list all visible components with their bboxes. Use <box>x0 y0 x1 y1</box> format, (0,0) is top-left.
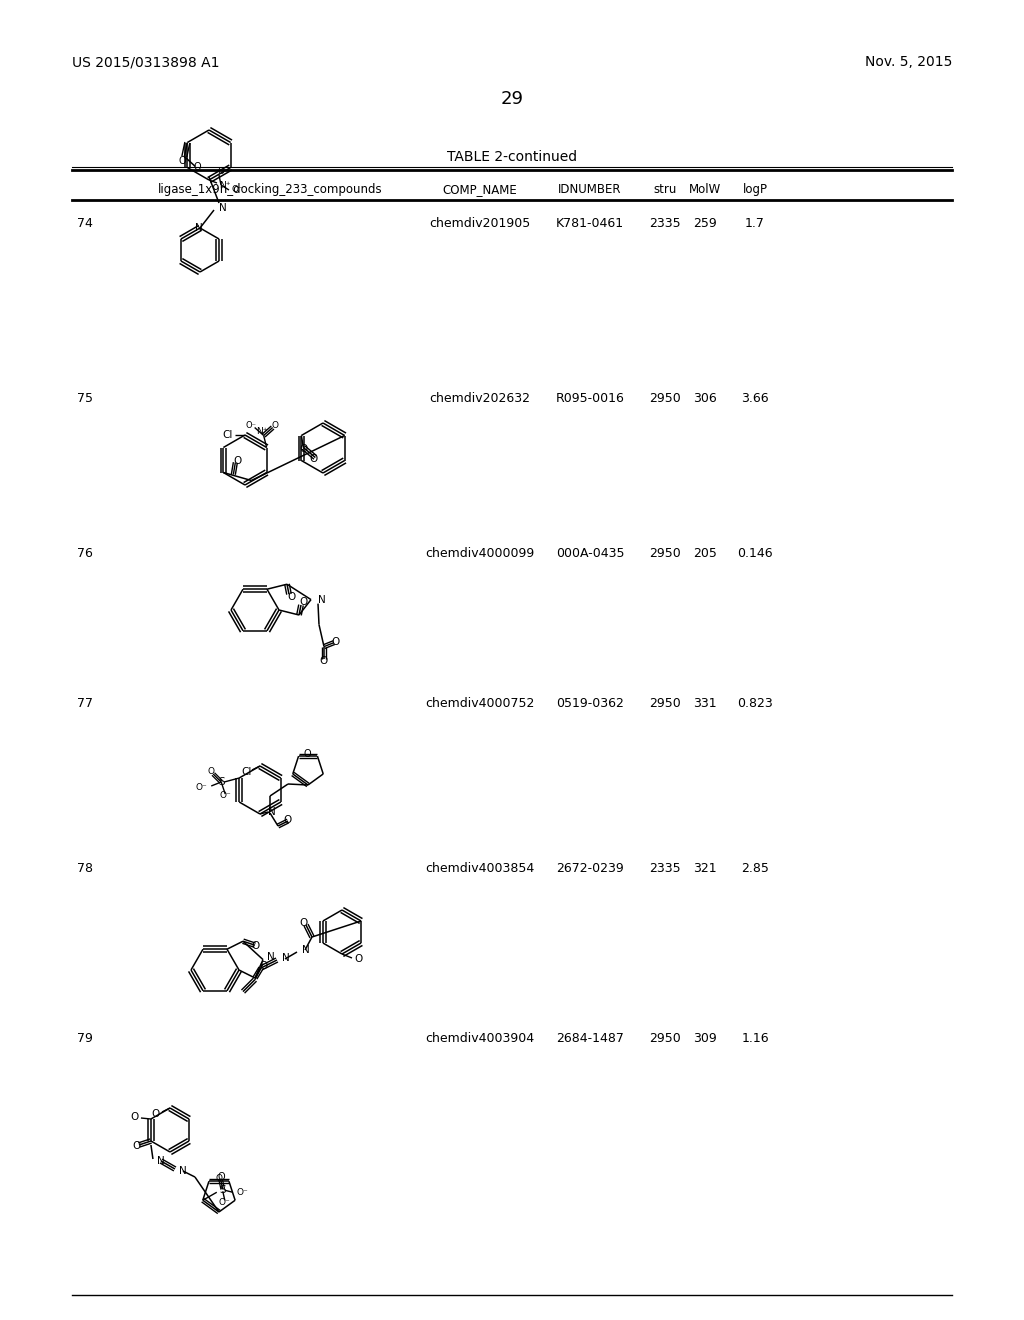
Text: 2335: 2335 <box>649 216 681 230</box>
Text: O⁻: O⁻ <box>196 784 207 792</box>
Text: 74: 74 <box>77 216 93 230</box>
Text: R095-0016: R095-0016 <box>556 392 625 405</box>
Text: 306: 306 <box>693 392 717 405</box>
Text: O⁻: O⁻ <box>219 1197 230 1206</box>
Text: N: N <box>302 945 309 954</box>
Text: 321: 321 <box>693 862 717 875</box>
Text: 29: 29 <box>501 90 523 108</box>
Text: chemdiv4003854: chemdiv4003854 <box>425 862 535 875</box>
Text: O: O <box>152 1109 160 1119</box>
Text: Cl: Cl <box>222 430 233 440</box>
Text: O: O <box>299 445 307 454</box>
Text: 2950: 2950 <box>649 1032 681 1045</box>
Text: O: O <box>319 656 328 665</box>
Text: 000A-0435: 000A-0435 <box>556 546 625 560</box>
Text: 79: 79 <box>77 1032 93 1045</box>
Text: O: O <box>178 156 186 165</box>
Text: Nov. 5, 2015: Nov. 5, 2015 <box>864 55 952 69</box>
Text: MolW: MolW <box>689 183 721 195</box>
Text: US 2015/0313898 A1: US 2015/0313898 A1 <box>72 55 219 69</box>
Text: K781-0461: K781-0461 <box>556 216 624 230</box>
Text: COMP_NAME: COMP_NAME <box>442 183 517 195</box>
Text: O: O <box>233 455 242 466</box>
Text: 309: 309 <box>693 1032 717 1045</box>
Text: O: O <box>354 954 362 964</box>
Text: O⁻: O⁻ <box>231 186 243 194</box>
Text: stru: stru <box>653 183 677 195</box>
Text: O: O <box>251 941 259 952</box>
Text: chemdiv4003904: chemdiv4003904 <box>425 1032 535 1045</box>
Text: 259: 259 <box>693 216 717 230</box>
Text: O⁻: O⁻ <box>245 421 256 430</box>
Text: 77: 77 <box>77 697 93 710</box>
Text: O: O <box>300 917 308 928</box>
Text: 0.146: 0.146 <box>737 546 773 560</box>
Text: 1.16: 1.16 <box>741 1032 769 1045</box>
Text: chemdiv202632: chemdiv202632 <box>429 392 530 405</box>
Text: IDNUMBER: IDNUMBER <box>558 183 622 195</box>
Text: 3.66: 3.66 <box>741 392 769 405</box>
Text: S: S <box>218 777 224 787</box>
Text: O: O <box>332 636 340 647</box>
Text: 2335: 2335 <box>649 862 681 875</box>
Text: TABLE 2-continued: TABLE 2-continued <box>446 150 578 164</box>
Text: 0519-0362: 0519-0362 <box>556 697 624 710</box>
Text: 78: 78 <box>77 862 93 875</box>
Text: N: N <box>282 953 290 964</box>
Text: O⁻: O⁻ <box>219 792 231 800</box>
Text: chemdiv4000099: chemdiv4000099 <box>425 546 535 560</box>
Text: O: O <box>208 767 215 776</box>
Text: 2684-1487: 2684-1487 <box>556 1032 624 1045</box>
Text: N⁺: N⁺ <box>256 426 267 436</box>
Text: logP: logP <box>742 183 768 195</box>
Text: O: O <box>284 814 292 825</box>
Text: chemdiv4000752: chemdiv4000752 <box>425 697 535 710</box>
Text: S: S <box>219 1185 226 1195</box>
Text: ligase_1x9n_docking_233_compounds: ligase_1x9n_docking_233_compounds <box>158 183 382 195</box>
Text: O: O <box>217 168 224 177</box>
Text: 331: 331 <box>693 697 717 710</box>
Text: 2.85: 2.85 <box>741 862 769 875</box>
Text: N: N <box>157 1156 165 1166</box>
Text: N: N <box>219 203 226 213</box>
Text: 2950: 2950 <box>649 697 681 710</box>
Text: O⁻: O⁻ <box>237 1188 249 1197</box>
Text: O: O <box>309 454 317 465</box>
Text: O: O <box>217 1172 225 1183</box>
Text: Cl: Cl <box>242 767 252 777</box>
Text: O: O <box>304 748 311 759</box>
Text: N: N <box>196 223 203 234</box>
Text: N: N <box>267 952 274 961</box>
Text: 76: 76 <box>77 546 93 560</box>
Text: 0.823: 0.823 <box>737 697 773 710</box>
Text: O: O <box>259 961 267 972</box>
Text: 205: 205 <box>693 546 717 560</box>
Text: O: O <box>215 1173 222 1183</box>
Text: 1.7: 1.7 <box>745 216 765 230</box>
Text: 2672-0239: 2672-0239 <box>556 862 624 875</box>
Text: 2950: 2950 <box>649 392 681 405</box>
Text: O: O <box>194 162 201 173</box>
Text: O: O <box>271 421 279 430</box>
Text: N: N <box>268 807 275 817</box>
Text: O: O <box>300 597 308 607</box>
Text: O: O <box>288 593 296 602</box>
Text: N⁺: N⁺ <box>219 181 230 190</box>
Text: 2950: 2950 <box>649 546 681 560</box>
Text: chemdiv201905: chemdiv201905 <box>429 216 530 230</box>
Text: N: N <box>179 1166 186 1176</box>
Text: O: O <box>133 1140 141 1151</box>
Text: O: O <box>131 1111 139 1122</box>
Text: 75: 75 <box>77 392 93 405</box>
Text: N: N <box>318 594 326 605</box>
